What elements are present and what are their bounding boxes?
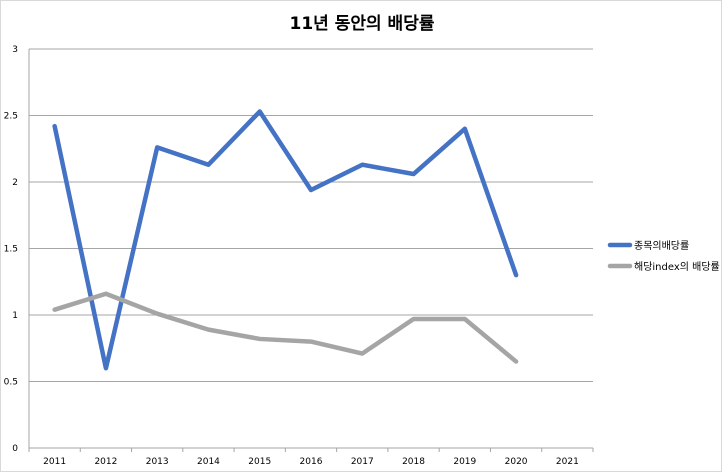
axes: 0 0.5 1 1.5 2 2.5 3 2011 2012 2013 2014 2015 2016 201… (4, 45, 594, 467)
y-tick-label: 1 (12, 311, 18, 321)
series-line (52, 291, 519, 364)
y-tick-label: 2.5 (4, 112, 18, 122)
y-tick-label: 2 (12, 178, 18, 188)
legend-label: 종목의배당률 (634, 240, 689, 252)
x-tick-label: 2017 (351, 457, 374, 467)
y-tick-label: 3 (12, 45, 18, 55)
x-tick-label: 2013 (146, 457, 169, 467)
x-tick-label: 2018 (402, 457, 425, 467)
y-tick-label: 0.5 (4, 378, 18, 388)
series-lines (52, 109, 519, 371)
x-tick-label: 2021 (556, 457, 579, 467)
x-tick-label: 2012 (94, 457, 117, 467)
x-tick-label: 2011 (43, 457, 66, 467)
x-tick-label: 2019 (453, 457, 476, 467)
y-tick-label: 1.5 (4, 245, 18, 255)
x-tick-label: 2015 (248, 457, 271, 467)
series-line (52, 109, 519, 371)
y-tick-label: 0 (12, 444, 18, 454)
chart-title: 11년 동안의 배당률 (290, 14, 435, 34)
x-tick-label: 2020 (505, 457, 528, 467)
legend-label: 해당index의 배당률 (634, 260, 720, 273)
x-tick-label: 2014 (197, 457, 220, 467)
gridlines (29, 48, 593, 382)
x-tick-label: 2016 (300, 457, 323, 467)
